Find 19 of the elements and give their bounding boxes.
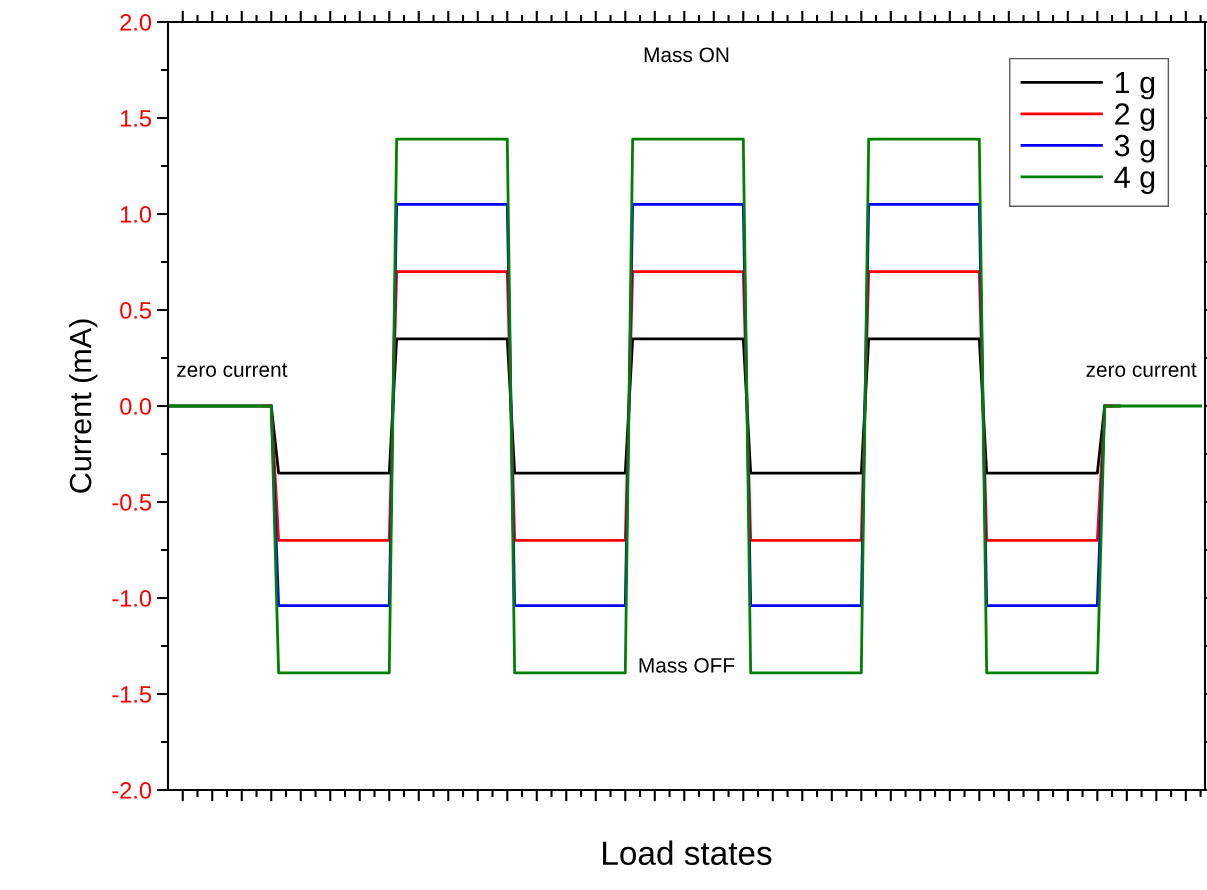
annotation: Mass OFF [639, 657, 735, 673]
legend-label: 2 g [1115, 103, 1155, 131]
y-tick-label: 0.5 [120, 302, 152, 319]
legend-label: 4 g [1114, 166, 1155, 194]
y-tick-label: 2.0 [120, 14, 152, 31]
y-tick-label: -1.0 [112, 590, 152, 607]
x-axis-title: Load states [603, 840, 772, 866]
y-tick-label: 1.0 [121, 206, 152, 223]
annotation: zero current [177, 363, 288, 378]
annotation: Mass ON [644, 47, 729, 63]
y-axis-title: Current (mA) [68, 319, 98, 493]
legend-label: 1 g [1115, 72, 1155, 100]
y-tick-label: -1.5 [112, 686, 152, 703]
legend-label: 3 g [1114, 134, 1155, 163]
y-tick-label: 0.0 [120, 398, 152, 415]
y-tick-label: -0.5 [112, 494, 152, 511]
y-tick-label: -2.0 [112, 782, 152, 799]
annotation: zero current [1086, 363, 1197, 378]
y-tick-label: 1.5 [121, 110, 152, 127]
